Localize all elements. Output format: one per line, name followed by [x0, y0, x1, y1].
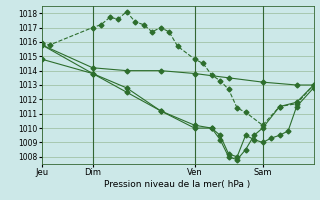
X-axis label: Pression niveau de la mer( hPa ): Pression niveau de la mer( hPa ) [104, 180, 251, 189]
